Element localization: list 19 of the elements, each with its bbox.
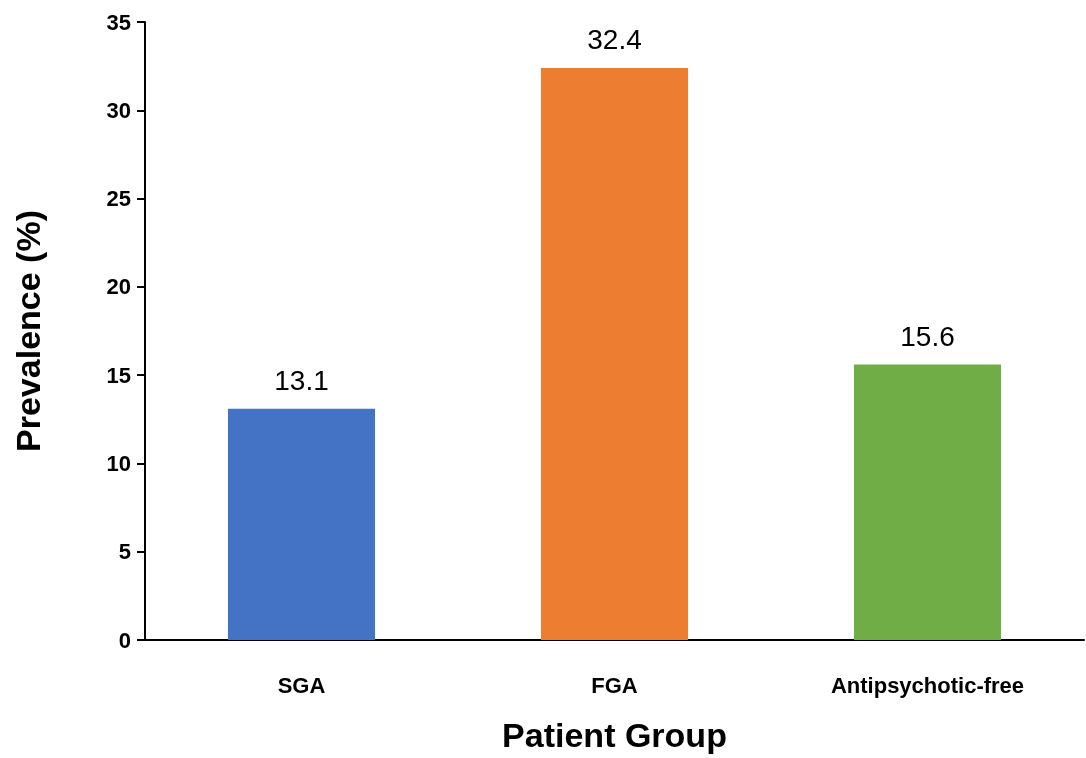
y-tick-label: 20 — [106, 274, 131, 300]
y-axis-title: Prevalence (%) — [9, 210, 47, 452]
x-axis-title: Patient Group — [502, 716, 727, 754]
bar — [227, 408, 376, 640]
data-label: 15.6 — [900, 321, 955, 353]
y-tick-label: 0 — [118, 627, 131, 653]
data-label: 32.4 — [587, 24, 642, 56]
bar — [853, 364, 1002, 640]
x-tick-label: Antipsychotic-free — [830, 672, 1025, 698]
y-tick-label: 30 — [106, 97, 131, 123]
y-tick-label: 5 — [118, 539, 131, 565]
bar — [540, 67, 689, 640]
y-tick-label: 25 — [106, 186, 131, 212]
y-tick-label: 35 — [106, 9, 131, 35]
data-label: 13.1 — [274, 365, 329, 397]
x-tick-label: SGA — [277, 672, 326, 698]
y-tick-label: 15 — [106, 362, 131, 388]
x-tick-label: FGA — [591, 672, 638, 698]
y-tick-label: 10 — [106, 450, 131, 476]
